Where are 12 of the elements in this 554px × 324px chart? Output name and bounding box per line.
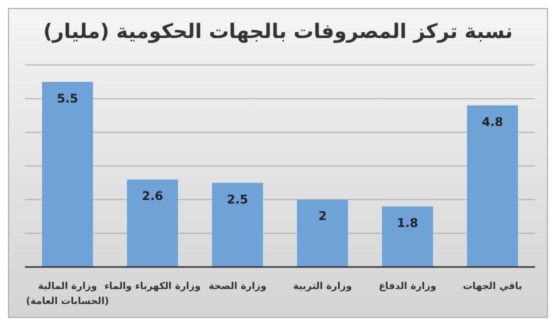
x-tick-label: باقي الجهات — [462, 281, 522, 292]
data-label: 5.5 — [56, 91, 78, 106]
x-tick-label: وزارة الكهرباء والماء — [104, 281, 201, 292]
data-label: 2 — [318, 209, 327, 224]
x-tick-label: وزارة التربية — [293, 281, 352, 292]
data-label: 2.5 — [226, 192, 248, 206]
x-tick-label: وزارة الصحة — [208, 281, 266, 292]
data-label: 1.8 — [396, 216, 418, 230]
data-label: 2.6 — [142, 188, 164, 203]
data-label: 4.8 — [482, 114, 504, 129]
x-tick-label: وزارة الدفاع — [378, 281, 436, 292]
chart-title: نسبة تركز المصروفات بالجهات الحكومية (مليار) — [42, 18, 514, 45]
